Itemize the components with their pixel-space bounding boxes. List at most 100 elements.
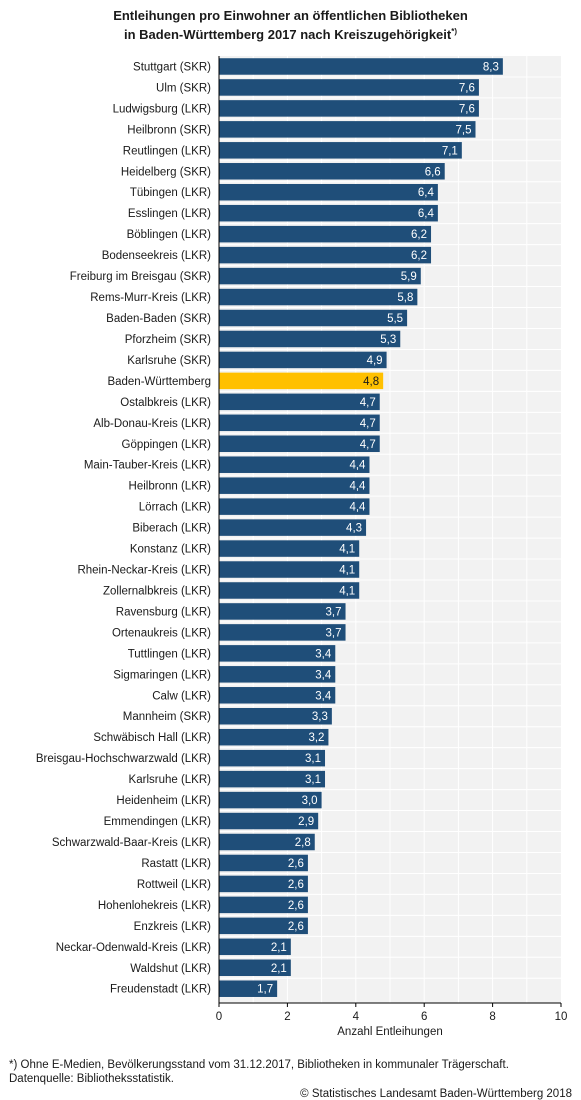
category-label: Rhein-Neckar-Kreis (LKR): [77, 565, 211, 577]
footnote-marker: *): [451, 27, 457, 36]
bar: [219, 917, 308, 935]
category-label: Ulm (SKR): [156, 82, 211, 94]
bar: [219, 728, 329, 746]
category-label: Breisgau-Hochschwarzwald (LKR): [36, 753, 211, 765]
bar: [219, 624, 346, 641]
data-label: 2,1: [271, 942, 287, 954]
bar: [219, 435, 380, 453]
category-label: Ludwigsburg (LKR): [113, 103, 212, 115]
category-label: Heilbronn (SKR): [127, 124, 211, 136]
bar: [219, 414, 380, 432]
data-label: 4,1: [339, 565, 355, 577]
category-label: Ostalbkreis (LKR): [120, 397, 211, 409]
category-label: Baden-Württemberg: [107, 376, 211, 388]
bar: [219, 687, 336, 704]
data-label: 2,9: [298, 816, 314, 828]
data-label: 4,3: [346, 523, 362, 535]
category-label: Enzkreis (LKR): [134, 921, 211, 933]
bar: [219, 246, 432, 264]
data-label: 2,6: [288, 921, 304, 933]
data-label: 3,0: [302, 795, 318, 807]
data-label: 2,6: [288, 900, 304, 912]
category-label: Karlsruhe (LKR): [129, 774, 212, 786]
bar: [219, 58, 503, 75]
bar: [219, 142, 462, 159]
bars: 8,3 Stuttgart (SKR) 7,6 Ulm (SKR) 7,6 Ludwigs…: [36, 58, 503, 997]
category-label: Esslingen (LKR): [128, 208, 211, 220]
data-label: 7,6: [459, 82, 475, 94]
data-label: 4,1: [339, 585, 355, 597]
bar: [219, 121, 476, 138]
x-tick-label: 8: [489, 1011, 495, 1023]
category-label: Rottweil (LKR): [137, 879, 211, 891]
bar: [219, 372, 384, 390]
category-label: Pforzheim (SKR): [125, 334, 211, 346]
bar: [219, 351, 387, 369]
data-label: 6,4: [418, 187, 435, 199]
bar: [219, 603, 346, 620]
bar: [219, 288, 418, 306]
x-axis: 0 2 4 6 8 10: [216, 56, 568, 1023]
data-label: 5,3: [380, 334, 396, 346]
category-label: Hohenlohekreis (LKR): [98, 900, 211, 912]
bar: [219, 666, 336, 683]
bar: [219, 100, 479, 117]
copyright: © Statistisches Landesamt Baden-Württemb…: [300, 1088, 572, 1100]
bar: [219, 498, 370, 515]
data-label: 2,8: [295, 837, 311, 849]
category-label: Freiburg im Breisgau (SKR): [70, 271, 211, 283]
category-label: Ravensburg (LKR): [116, 606, 211, 618]
chart-title-line1: Entleihungen pro Einwohner an öffentlich…: [113, 8, 468, 23]
data-label: 3,1: [305, 774, 321, 786]
data-label: 2,6: [288, 879, 304, 891]
category-label: Neckar-Odenwald-Kreis (LKR): [56, 942, 211, 954]
bar: [219, 707, 332, 725]
data-label: 6,4: [418, 208, 435, 220]
category-label: Alb-Donau-Kreis (LKR): [93, 418, 211, 430]
category-label: Heidenheim (LKR): [116, 795, 211, 807]
category-label: Böblingen (LKR): [127, 229, 212, 241]
category-label: Stuttgart (SKR): [133, 61, 211, 73]
chart-title-line2-text: in Baden-Württemberg 2017 nach Kreiszuge…: [123, 27, 452, 42]
chart-title-line2: in Baden-Württemberg 2017 nach Kreiszuge…: [0, 24, 581, 43]
bar: [219, 163, 445, 180]
category-label: Göppingen (LKR): [122, 439, 212, 451]
data-label: 4,7: [360, 439, 376, 451]
category-label: Main-Tauber-Kreis (LKR): [84, 460, 211, 472]
bar: [219, 582, 360, 599]
data-label: 7,5: [456, 124, 472, 136]
data-label: 2,1: [271, 963, 287, 975]
category-label: Heilbronn (LKR): [129, 481, 212, 493]
category-label: Biberach (LKR): [132, 523, 211, 535]
bar: [219, 79, 479, 96]
category-label: Schwarzwald-Baar-Kreis (LKR): [52, 837, 211, 849]
bar: [219, 309, 408, 327]
footnote-line1: *) Ohne E-Medien, Bevölkerungsstand vom …: [9, 1059, 509, 1071]
x-tick-label: 10: [555, 1011, 568, 1023]
bar: [219, 980, 278, 997]
data-label: 3,1: [305, 753, 321, 765]
bar: [219, 519, 367, 536]
bar: [219, 330, 401, 348]
category-label: Freudenstadt (LKR): [110, 984, 211, 996]
category-label: Karlsruhe (SKR): [127, 355, 211, 367]
data-label: 4,7: [360, 418, 376, 430]
data-label: 4,8: [363, 376, 379, 388]
bar: [219, 540, 360, 557]
bar: [219, 791, 322, 809]
data-label: 1,7: [257, 984, 273, 996]
data-label: 3,3: [312, 711, 328, 723]
bar: [219, 267, 421, 285]
bar: [219, 645, 336, 662]
category-label: Reutlingen (LKR): [123, 145, 211, 157]
data-label: 3,7: [326, 627, 342, 639]
data-label: 4,9: [367, 355, 383, 367]
data-label: 4,1: [339, 544, 355, 556]
category-label: Calw (LKR): [152, 690, 211, 702]
category-label: Tuttlingen (LKR): [128, 648, 211, 660]
bar: [219, 561, 360, 578]
category-label: Tübingen (LKR): [130, 187, 211, 199]
bar: [219, 833, 315, 851]
x-tick-label: 6: [421, 1011, 427, 1023]
category-label: Konstanz (LKR): [130, 544, 211, 556]
